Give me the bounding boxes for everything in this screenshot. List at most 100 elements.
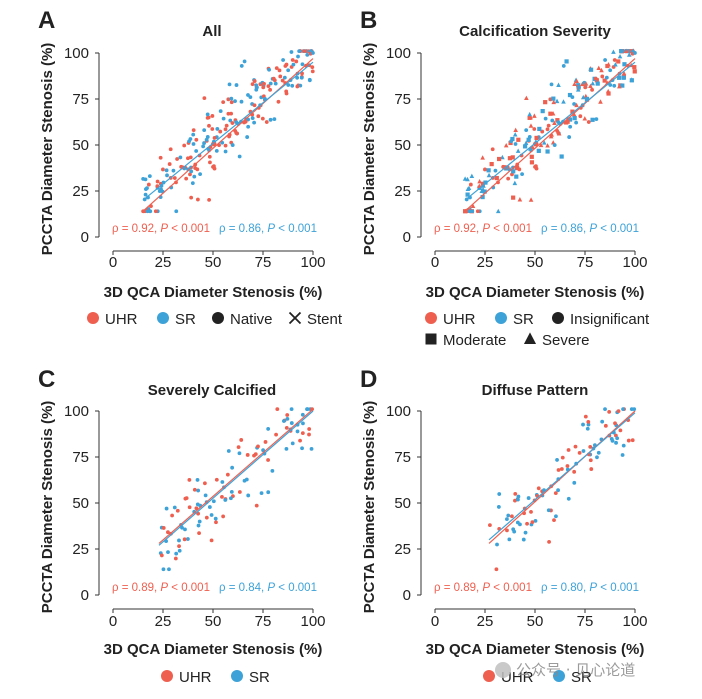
uhr-point (553, 491, 558, 496)
uhr-point (545, 127, 550, 132)
stat-p: P (160, 582, 168, 594)
uhr-point (182, 143, 187, 148)
sr-point (230, 143, 235, 147)
y-tick-label: 0 (403, 587, 411, 604)
sr-point (554, 98, 560, 104)
sr-point (223, 149, 228, 154)
uhr-point (188, 155, 193, 160)
sr-point (465, 192, 470, 197)
x-tick-label: 0 (109, 613, 117, 630)
y-tick-label: 0 (81, 587, 89, 604)
legend-label: UHR (179, 669, 212, 686)
sr-point (603, 407, 607, 412)
sr-point (515, 148, 521, 153)
uhr-point (632, 69, 637, 74)
legend-label: Moderate (443, 332, 506, 349)
sr-point (566, 496, 571, 501)
stat-rho: ρ = 0.92, (112, 223, 160, 235)
y-tick-label: 0 (81, 229, 89, 246)
uhr-point (210, 127, 215, 131)
sr-point (586, 422, 591, 427)
uhr-point (590, 87, 594, 92)
sr-point (561, 64, 566, 68)
legend-circle-icon (157, 312, 169, 324)
uhr-point (477, 178, 482, 184)
stat-value: < 0.001 (275, 223, 317, 235)
watermark-text: 公众号 · 见心论道 (516, 661, 635, 679)
uhr-point (574, 78, 579, 83)
uhr-point (556, 468, 561, 472)
sr-point (615, 436, 620, 441)
sr-point (211, 499, 216, 504)
y-tick-label: 50 (72, 137, 89, 154)
panel-letter: C (38, 366, 55, 393)
sr-point (620, 453, 625, 457)
uhr-point (573, 444, 578, 449)
uhr-point (570, 109, 575, 114)
sr-point (289, 50, 294, 54)
uhr-point (534, 135, 539, 141)
x-tick-label: 75 (577, 613, 594, 630)
sr-point (572, 102, 577, 106)
uhr-point (294, 59, 299, 64)
uhr-point (187, 505, 192, 510)
legend-circle-icon (553, 670, 565, 682)
sr-point (268, 81, 273, 86)
stat-rho: ρ = 0.86, (219, 223, 267, 235)
uhr-point (565, 119, 570, 124)
sr-point (604, 75, 609, 80)
uhr-point (161, 167, 165, 172)
sr-point (205, 135, 210, 139)
uhr-point (310, 65, 315, 70)
y-tick-label: 100 (386, 403, 411, 420)
uhr-point (202, 481, 207, 486)
x-tick-label: 50 (205, 254, 222, 271)
stat-rho: ρ = 0.86, (541, 223, 589, 235)
sr-point (284, 446, 289, 451)
legend-native: Native (212, 311, 273, 328)
sr-point (250, 116, 255, 121)
sr-point (204, 137, 209, 142)
uhr-point (578, 114, 583, 119)
sr-point (512, 529, 517, 534)
uhr-point (158, 155, 163, 160)
uhr-point (583, 414, 588, 419)
sr-point (496, 505, 501, 509)
uhr-point (480, 155, 485, 160)
uhr-point (572, 81, 577, 87)
y-tick-label: 75 (72, 449, 89, 466)
stat-p: P (589, 582, 597, 594)
y-tick-label: 25 (72, 541, 89, 558)
sr-point (590, 80, 596, 86)
sr-point (608, 68, 613, 73)
uhr-point (577, 450, 582, 455)
uhr-point (483, 167, 487, 172)
legend-circle-icon (495, 312, 507, 324)
sr-point (191, 132, 196, 137)
uhr-stat: ρ = 0.89, P < 0.001 (434, 582, 532, 594)
sr-point (612, 83, 617, 88)
uhr-point (616, 59, 621, 64)
data-points (462, 48, 637, 214)
uhr-point (503, 142, 509, 148)
sr-point (286, 68, 291, 73)
panel-title: All (202, 23, 221, 40)
uhr-point (229, 111, 234, 116)
uhr-point (583, 85, 588, 90)
uhr-point (533, 164, 537, 169)
uhr-point (175, 508, 180, 513)
sr-point (493, 168, 498, 173)
sr-point (609, 437, 614, 441)
legend-label: Native (230, 311, 273, 328)
uhr-point (528, 123, 534, 128)
sr-point (239, 99, 244, 104)
uhr-point (278, 74, 283, 79)
panel-b: B Calcification Severity 0 25 50 75 100 0 25 50 75… (360, 7, 650, 349)
legend-triangle-icon (523, 332, 537, 344)
sr-point (245, 135, 250, 139)
sr-point (229, 496, 233, 501)
uhr-point (586, 120, 591, 124)
stat-rho: ρ = 0.84, (219, 582, 267, 594)
sr-point (523, 530, 528, 535)
sr-point (254, 87, 259, 92)
